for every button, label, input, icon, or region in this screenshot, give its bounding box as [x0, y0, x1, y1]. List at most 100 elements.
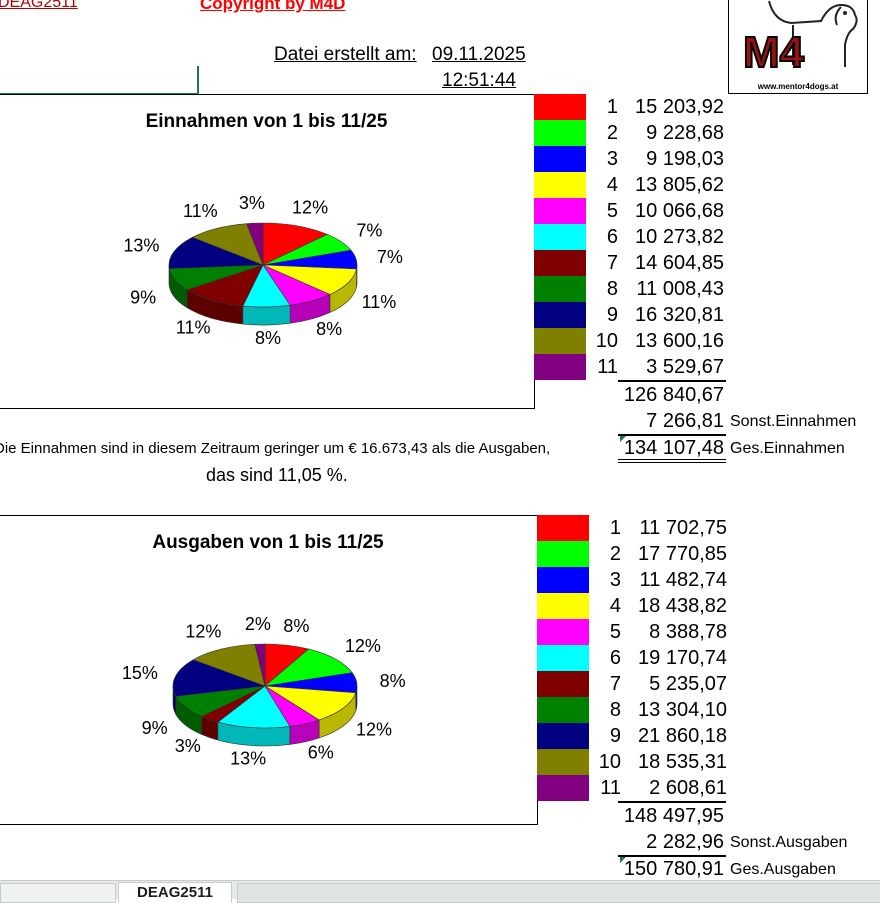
income-pie-label: 11% [362, 292, 397, 312]
income-pie-label: 7% [377, 247, 403, 267]
expenses-legend-month: 6 [593, 647, 621, 670]
expenses-other-label: Sonst.Ausgaben [730, 834, 847, 852]
income-legend-month: 11 [590, 356, 618, 379]
income-total-label: Ges.Einnahmen [730, 440, 845, 458]
expenses-pie-label: 13% [230, 748, 266, 768]
income-legend-swatch [534, 328, 586, 354]
created-time: 12:51:44 [442, 70, 516, 92]
copyright-text: Copyright by M4D [200, 0, 345, 14]
income-legend-value: 13 600,16 [624, 330, 724, 353]
expenses-legend-month: 3 [593, 569, 621, 592]
expenses-legend-month: 2 [593, 543, 621, 566]
expenses-legend-swatch [537, 619, 589, 645]
income-subtotal: 126 840,67 [614, 384, 724, 407]
income-legend-value: 13 805,62 [624, 174, 724, 197]
income-pie-label: 9% [130, 288, 156, 308]
income-legend-value: 16 320,81 [624, 304, 724, 327]
income-legend-swatch [534, 354, 586, 380]
expenses-legend-value: 13 304,10 [627, 699, 727, 722]
income-legend-swatch [534, 198, 586, 224]
expenses-pie-label: 12% [356, 719, 392, 739]
expenses-legend-swatch [537, 775, 589, 801]
expenses-legend-swatch [537, 671, 589, 697]
income-legend-month: 7 [590, 252, 618, 275]
income-legend-month: 3 [590, 148, 618, 171]
expenses-legend-row: 8 13 304,10 [537, 697, 737, 723]
income-pie-label: 8% [255, 328, 281, 348]
expenses-legend-month: 4 [593, 595, 621, 618]
expenses-legend-value: 21 860,18 [627, 725, 727, 748]
created-date: 09.11.2025 [432, 44, 526, 66]
income-legend-value: 10 273,82 [624, 226, 724, 249]
expenses-pie-label: 8% [380, 671, 406, 691]
expenses-pie-label: 12% [185, 622, 221, 642]
selected-cell[interactable] [0, 66, 199, 95]
expenses-subtotal: 148 497,95 [614, 805, 724, 828]
income-pie-label: 7% [356, 221, 382, 241]
dog-logo-icon: M4 [729, 0, 867, 93]
expenses-legend-swatch [537, 697, 589, 723]
income-legend-value: 10 066,68 [624, 200, 724, 223]
income-pie-label: 11% [176, 318, 211, 338]
expenses-chart[interactable]: Ausgaben von 1 bis 11/25 8%12%8%12%6%13%… [0, 515, 538, 825]
income-legend-value: 15 203,92 [624, 96, 724, 119]
expenses-legend-swatch [537, 541, 589, 567]
income-legend-swatch [534, 302, 586, 328]
income-pie-label: 11% [183, 201, 218, 221]
income-total-line [618, 434, 726, 436]
income-legend-month: 2 [590, 122, 618, 145]
sheet-tab-active[interactable]: DEAG2511 [118, 882, 232, 903]
income-legend-swatch [534, 276, 586, 302]
sheet-tab-previous[interactable] [0, 883, 116, 903]
expenses-legend-swatch [537, 515, 589, 541]
expenses-pie-label: 2% [245, 614, 271, 634]
income-legend-month: 10 [590, 330, 618, 353]
income-legend-month: 4 [590, 174, 618, 197]
expenses-pie-label: 6% [308, 743, 334, 763]
expenses-legend-value: 18 438,82 [627, 595, 727, 618]
income-legend-value: 11 008,43 [624, 278, 724, 301]
expenses-total-line [618, 855, 726, 857]
expenses-legend-month: 9 [593, 725, 621, 748]
expenses-legend-swatch [537, 749, 589, 775]
expenses-pie-label: 15% [122, 663, 158, 683]
sheet-tab-scroll-area[interactable] [237, 883, 880, 903]
expenses-pie: 8%12%8%12%6%13%3%9%15%12%2% [0, 516, 537, 824]
expenses-legend-month: 11 [593, 777, 621, 800]
expenses-legend-month: 8 [593, 699, 621, 722]
logo-text: M4 [743, 28, 805, 77]
expenses-subtotal-line [618, 801, 726, 803]
income-other-label: Sonst.Einnahmen [730, 413, 856, 431]
income-chart[interactable]: Einnahmen von 1 bis 11/25 12%7%7%11%8%8%… [0, 94, 535, 409]
sheet-link[interactable]: DEAG2511 [0, 0, 78, 12]
expenses-total-value: 150 780,91 [614, 858, 724, 881]
expenses-legend-month: 7 [593, 673, 621, 696]
expenses-other-value: 2 282,96 [614, 831, 724, 854]
expenses-legend-value: 2 608,61 [627, 777, 727, 800]
income-legend-value: 9 228,68 [624, 122, 724, 145]
income-pie-label: 3% [239, 193, 265, 213]
income-pie-label: 13% [123, 236, 159, 256]
income-legend-value: 14 604,85 [624, 252, 724, 275]
expenses-legend-swatch [537, 645, 589, 671]
expenses-legend-swatch [537, 723, 589, 749]
income-pie-label: 8% [316, 319, 342, 339]
income-legend-month: 5 [590, 200, 618, 223]
income-pie: 12% 7% 7% 11% 8% 8% 11% 9% 13% 11% 3% [0, 95, 534, 408]
expenses-legend-month: 10 [593, 751, 621, 774]
income-legend-swatch [534, 224, 586, 250]
income-pie-label: 12% [292, 197, 328, 217]
income-legend-swatch [534, 250, 586, 276]
expenses-legend-row: 9 21 860,18 [537, 723, 737, 749]
expenses-pie-label: 9% [142, 718, 168, 738]
expenses-legend-value: 8 388,78 [627, 621, 727, 644]
